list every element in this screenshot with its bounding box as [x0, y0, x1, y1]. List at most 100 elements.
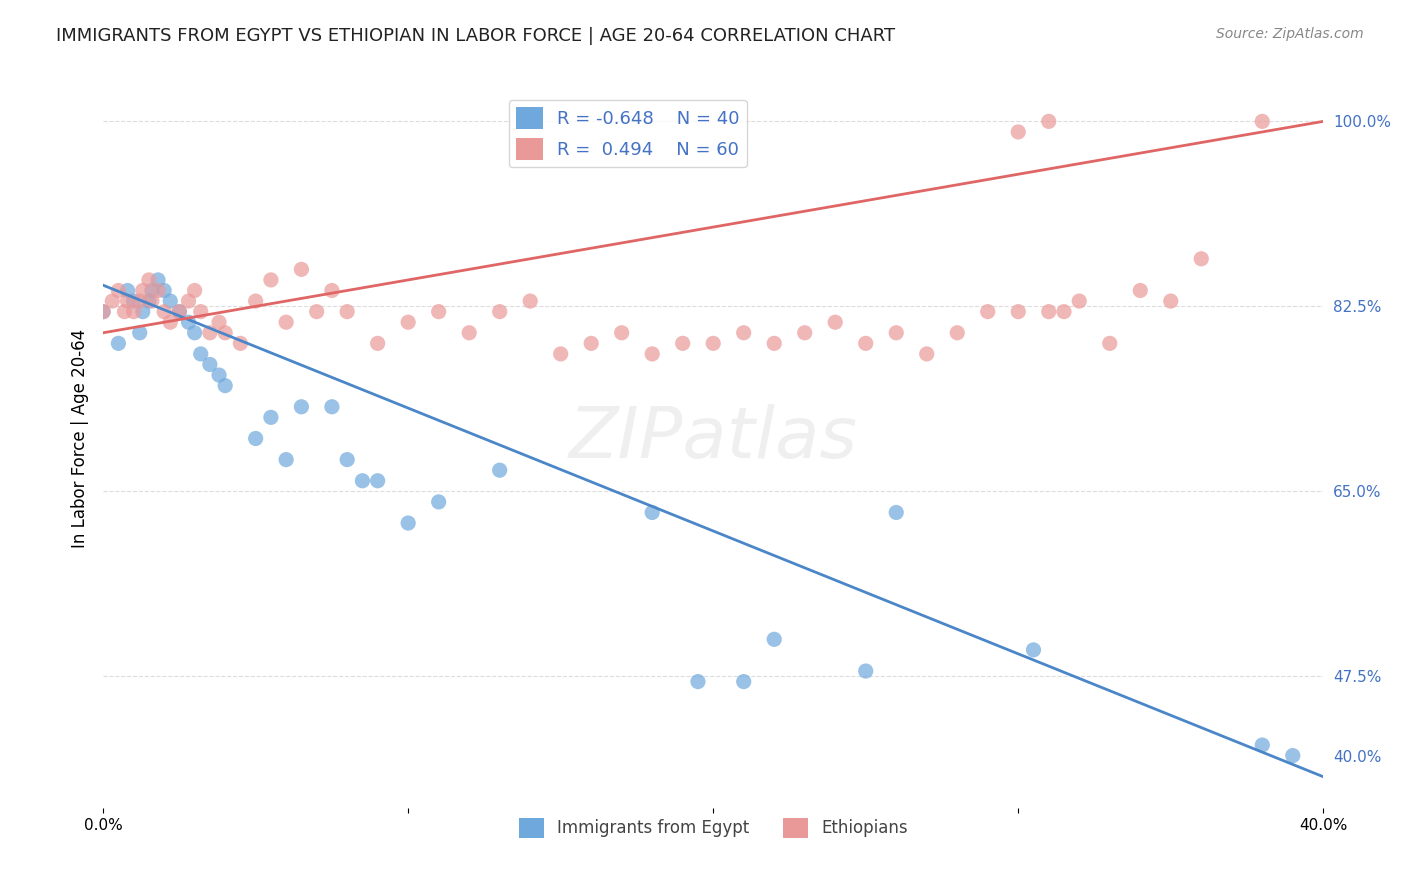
Point [208, 368, 231, 382]
Point [305, 304, 328, 318]
Text: ZIPatlas: ZIPatlas [568, 404, 858, 473]
Point [702, 336, 724, 351]
Point [427, 304, 450, 318]
Point [1160, 294, 1182, 309]
Point [91, 304, 114, 318]
Point [550, 347, 572, 361]
Point [763, 632, 786, 647]
Point [1251, 738, 1274, 752]
Point [276, 315, 298, 329]
Point [352, 474, 374, 488]
Point [198, 358, 221, 372]
Point [367, 336, 389, 351]
Point [260, 410, 283, 425]
Point [107, 284, 129, 298]
Point [977, 304, 1000, 318]
Point [1038, 114, 1060, 128]
Point [183, 284, 205, 298]
Point [169, 304, 191, 318]
Point [1189, 252, 1212, 266]
Point [396, 516, 419, 530]
Point [153, 284, 176, 298]
Point [1038, 304, 1060, 318]
Point [141, 284, 163, 298]
Point [793, 326, 815, 340]
Point [733, 326, 755, 340]
Point [1007, 304, 1029, 318]
Point [396, 315, 419, 329]
Point [610, 326, 633, 340]
Point [138, 294, 160, 309]
Point [290, 262, 312, 277]
Point [915, 347, 938, 361]
Point [177, 294, 200, 309]
Point [198, 326, 221, 340]
Point [245, 294, 267, 309]
Point [1251, 114, 1274, 128]
Text: Source: ZipAtlas.com: Source: ZipAtlas.com [1216, 27, 1364, 41]
Point [672, 336, 695, 351]
Point [579, 336, 602, 351]
Point [117, 284, 139, 298]
Point [1129, 284, 1152, 298]
Point [367, 474, 389, 488]
Point [159, 315, 181, 329]
Y-axis label: In Labor Force | Age 20-64: In Labor Force | Age 20-64 [72, 329, 89, 548]
Point [1053, 304, 1076, 318]
Point [114, 304, 136, 318]
Point [208, 315, 231, 329]
Point [177, 315, 200, 329]
Point [336, 304, 359, 318]
Point [733, 674, 755, 689]
Point [1098, 336, 1121, 351]
Point [169, 304, 191, 318]
Point [132, 304, 155, 318]
Point [245, 432, 267, 446]
Point [1007, 125, 1029, 139]
Point [190, 304, 212, 318]
Point [488, 463, 510, 477]
Point [686, 674, 709, 689]
Point [519, 294, 541, 309]
Point [1022, 643, 1045, 657]
Point [138, 273, 160, 287]
Point [1281, 748, 1303, 763]
Point [260, 273, 283, 287]
Point [321, 400, 343, 414]
Point [884, 326, 907, 340]
Point [183, 326, 205, 340]
Point [855, 336, 877, 351]
Point [1069, 294, 1091, 309]
Point [763, 336, 786, 351]
Text: IMMIGRANTS FROM EGYPT VS ETHIOPIAN IN LABOR FORCE | AGE 20-64 CORRELATION CHART: IMMIGRANTS FROM EGYPT VS ETHIOPIAN IN LA… [56, 27, 896, 45]
Point [458, 326, 481, 340]
Point [101, 294, 124, 309]
Legend: Immigrants from Egypt, Ethiopians: Immigrants from Egypt, Ethiopians [512, 811, 914, 845]
Point [190, 347, 212, 361]
Point [128, 326, 150, 340]
Point [276, 452, 298, 467]
Point [884, 506, 907, 520]
Point [91, 304, 114, 318]
Point [824, 315, 846, 329]
Point [132, 284, 155, 298]
Point [117, 294, 139, 309]
Point [128, 294, 150, 309]
Point [336, 452, 359, 467]
Point [946, 326, 969, 340]
Point [122, 294, 145, 309]
Point [159, 294, 181, 309]
Point [855, 664, 877, 678]
Point [641, 347, 664, 361]
Point [214, 378, 236, 392]
Point [229, 336, 252, 351]
Point [321, 284, 343, 298]
Point [214, 326, 236, 340]
Point [641, 506, 664, 520]
Point [153, 304, 176, 318]
Point [107, 336, 129, 351]
Point [146, 273, 169, 287]
Point [427, 495, 450, 509]
Point [146, 284, 169, 298]
Point [141, 294, 163, 309]
